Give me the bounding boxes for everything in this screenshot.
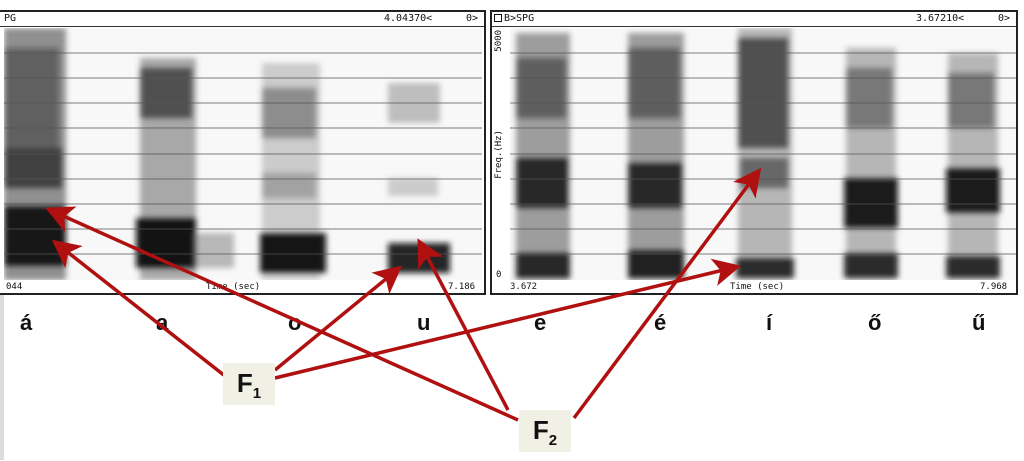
formant-f2-subscript: 2: [548, 432, 558, 450]
panel-a-cursor-readout: 4.04370<: [384, 13, 433, 24]
formant-f1-subscript: 1: [252, 385, 262, 403]
window-box-icon[interactable]: [494, 14, 502, 22]
panel-b-cursor-readout-2: 0>: [998, 13, 1011, 24]
spectrogram-a-plot: [4, 28, 482, 280]
formant-label-f1: F1: [223, 363, 275, 405]
f1-arrow-u: [273, 265, 403, 372]
vowel-label-u-double-acute: ű: [972, 310, 986, 335]
formant-label-f2: F2: [519, 410, 571, 452]
spectrogram-b-plot: [510, 28, 1016, 280]
vowel-label-o-double-acute: ő: [868, 310, 882, 335]
panel-b-title: B>SPG: [504, 13, 535, 24]
panel-a-x-start: 044: [6, 282, 23, 292]
f1-arrow-i-acute: [274, 258, 742, 380]
panel-b-y-bottom: 0: [496, 270, 502, 280]
vowel-label-u: u: [417, 310, 431, 335]
formant-f2-letter: F: [532, 415, 549, 445]
panel-b-x-end: 7.968: [980, 282, 1008, 292]
panel-a-titlebar: PG 4.04370< 0>: [0, 12, 484, 27]
vowel-label-e-acute: é: [654, 310, 667, 335]
vowel-label-o: o: [288, 310, 302, 335]
panel-b-x-start: 3.672: [510, 282, 538, 292]
vowel-label-a-acute: á: [20, 310, 33, 335]
spectrogram-panel-b: B>SPG 3.67210< 0> 5000 Freq.(Hz) 0: [490, 10, 1018, 295]
panel-b-cursor-readout: 3.67210<: [916, 13, 965, 24]
f2-arrow-i-acute: [572, 167, 762, 420]
vowel-label-i-acute: í: [766, 310, 773, 335]
panel-a-title: PG: [4, 13, 17, 24]
panel-a-x-end: 7.186: [448, 282, 476, 292]
panel-b-x-label: Time (sec): [730, 282, 785, 292]
spectrogram-b-image: [510, 28, 1016, 280]
f2-arrow-u: [417, 238, 510, 411]
panel-b-titlebar: B>SPG 3.67210< 0>: [492, 12, 1016, 27]
formant-f1-letter: F: [236, 368, 253, 398]
page-edge-strip: [0, 295, 4, 460]
f2-arrow-a-acute: [45, 206, 519, 422]
f1-arrow-a-acute: [51, 239, 227, 378]
panel-a-x-label: Time (sec): [206, 282, 261, 292]
panel-a-cursor-readout-2: 0>: [466, 13, 479, 24]
spectrogram-a-image: [4, 28, 482, 280]
